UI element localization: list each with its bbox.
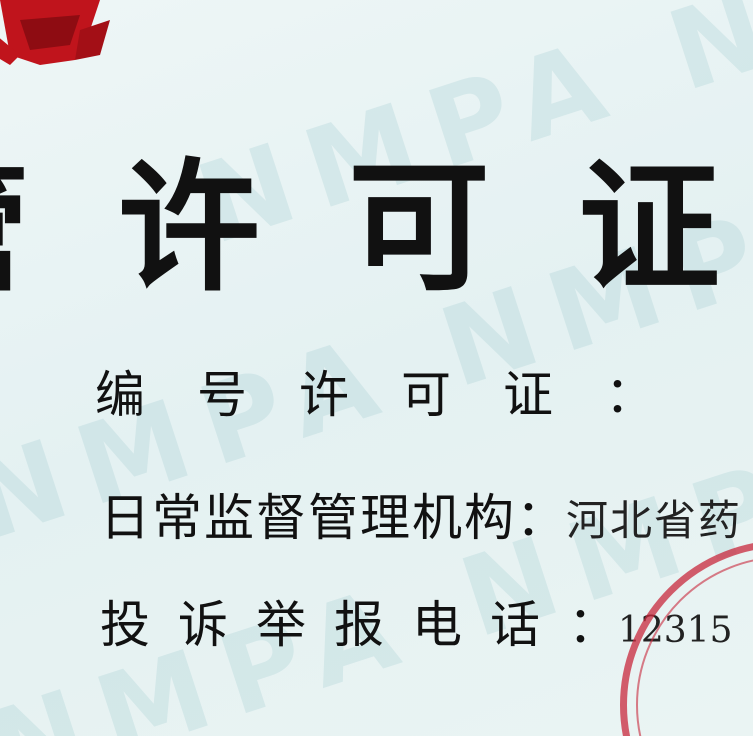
field-value: 河北省药 <box>566 496 743 545</box>
title: 管许可证 <box>0 145 753 311</box>
emblem <box>0 0 110 65</box>
field-label: 投诉举报电话： <box>100 596 646 654</box>
field-label: 编号许可证： <box>95 366 707 424</box>
field-row: 编号许可证： <box>95 355 707 427</box>
field-row: 日常监督管理机构：河北省药 <box>100 478 742 550</box>
field-label: 日常监督管理机构： <box>100 489 568 547</box>
